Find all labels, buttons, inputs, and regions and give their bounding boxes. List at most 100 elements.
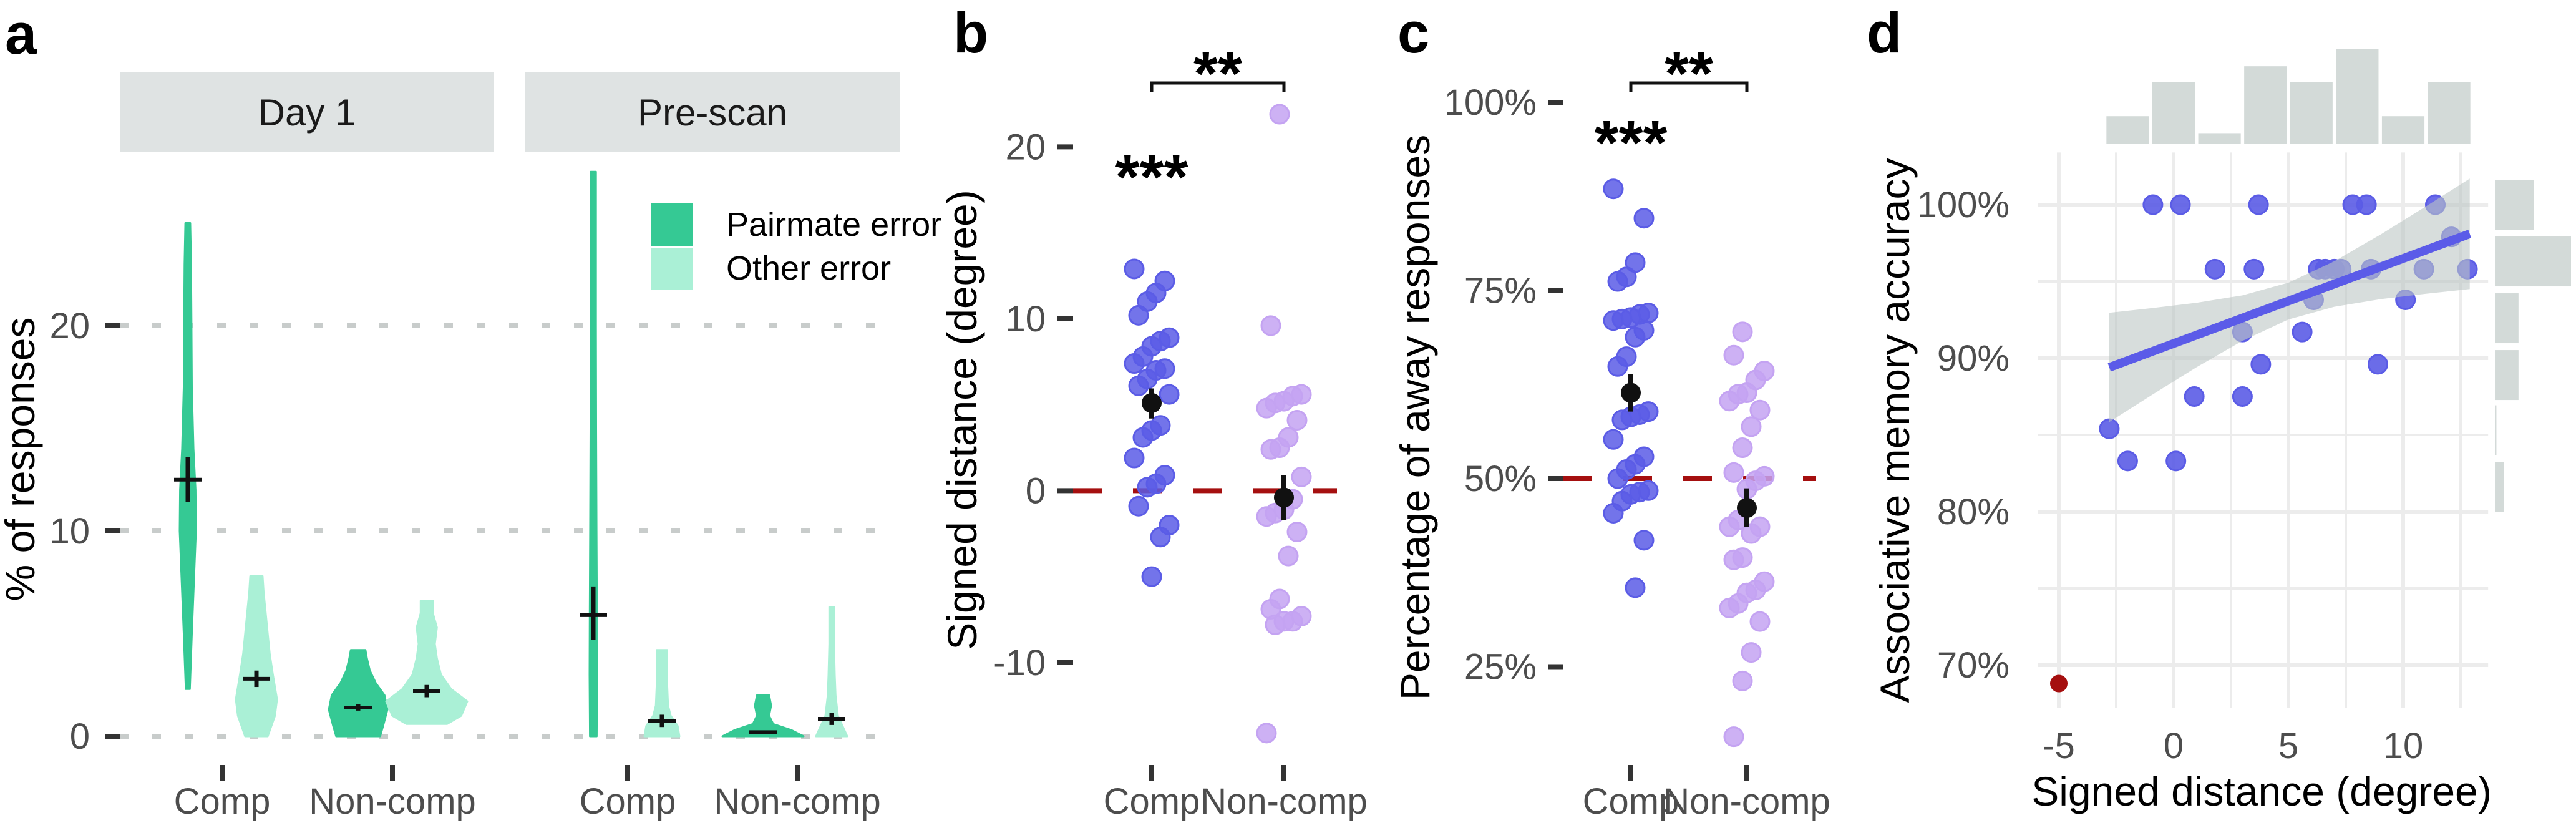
d-x-tick-label: -5 (2043, 726, 2075, 766)
d-y-tick-label: 70% (1937, 645, 2010, 686)
significance-bracket (1150, 81, 1286, 92)
a-y-tick-label: 20 (49, 306, 90, 346)
facet-label-day1: Day 1 (258, 92, 356, 134)
mean-point (1621, 382, 1641, 403)
d-x-tick-label: 10 (2383, 726, 2424, 766)
outlier-point (2050, 674, 2068, 693)
c-y-axis-title: Percentage of away responses (1392, 135, 1438, 700)
d-point (2099, 418, 2120, 439)
comp-point (1159, 384, 1180, 405)
noncomp-point (1256, 397, 1277, 419)
mean-point (1142, 392, 1162, 413)
d-point (2204, 258, 2225, 280)
noncomp-point (1723, 344, 1744, 366)
d-point (2356, 194, 2377, 215)
y-tick-label: 100% (1444, 82, 1537, 123)
a-y-tick-label: 0 (70, 716, 90, 757)
d-point (2243, 258, 2265, 280)
noncomp-point (1719, 597, 1740, 618)
y-marginal-histogram-bar (2495, 350, 2519, 401)
noncomp-point (1749, 611, 1771, 632)
noncomp-point (1723, 549, 1744, 570)
panel-d: -5 0 5 10 70% 80% 90% 100% Associative memory a… (1872, 49, 2571, 814)
significance-bracket (1629, 81, 1749, 92)
x-tick-label: Comp (1104, 781, 1200, 822)
d-y-tick-label: 100% (1917, 185, 2010, 225)
comp-point (1603, 502, 1624, 524)
panel-label-d: d (1867, 1, 1902, 65)
d-plot: -5 0 5 10 70% 80% 90% 100% (1917, 49, 2571, 766)
d-point (2368, 354, 2389, 375)
comp-point (1124, 258, 1145, 280)
comp-point (1625, 326, 1646, 348)
x-marginal-histogram-bar (2381, 116, 2425, 144)
y-marginal-histogram-bar (2495, 180, 2534, 230)
y-tick-label: -10 (993, 643, 1046, 683)
comp-point (1150, 527, 1171, 548)
noncomp-point (1741, 523, 1762, 544)
legend-label-other: Other error (726, 250, 891, 287)
comp-point (1625, 577, 1646, 598)
a-axes: 0 10 20 Comp Non-comp Comp Non-comp (49, 306, 880, 822)
x-marginal-histogram-bar (2428, 82, 2471, 144)
comp-point (1128, 375, 1149, 396)
y-tick-label: 25% (1464, 647, 1537, 688)
noncomp-point (1741, 416, 1762, 437)
noncomp-point (1286, 522, 1308, 543)
violin-other (815, 606, 848, 738)
a-x-tick-label: Non-comp (714, 781, 881, 822)
comp-point (1633, 208, 1655, 229)
d-point (2292, 321, 2313, 343)
facet-label-prescan: Pre-scan (638, 92, 787, 134)
violin-pairmate (328, 649, 389, 738)
facet-header-prescan (525, 72, 900, 152)
y-marginal-histogram-bar (2495, 462, 2504, 512)
a-x-tick-label: Non-comp (309, 781, 476, 822)
panel-b: -10 0 10 20 Comp Non-comp ***** Signed distanc… (939, 39, 1368, 822)
panel-label-c: c (1397, 1, 1429, 65)
noncomp-point (1723, 462, 1744, 483)
noncomp-point (1732, 321, 1753, 343)
violin-other (385, 600, 469, 725)
legend-swatch-pairmate (651, 203, 693, 246)
d-point (2117, 450, 2138, 472)
noncomp-point (1723, 726, 1744, 748)
comp-point (1128, 304, 1149, 326)
a-violins (174, 170, 848, 738)
x-marginal-histogram-bar (2290, 82, 2333, 144)
comp-point (1141, 566, 1162, 587)
noncomp-point (1749, 399, 1771, 421)
a-x-tick-label: Comp (580, 781, 676, 822)
comp-point (1132, 427, 1154, 448)
comp-point (1607, 271, 1628, 292)
x-tick-label: Comp (1583, 781, 1679, 822)
noncomp-point (1269, 104, 1290, 125)
comp-point (1603, 429, 1624, 450)
violin-other (643, 649, 681, 738)
y-tick-label: 10 (1005, 299, 1046, 339)
noncomp-point (1719, 391, 1740, 412)
x-marginal-histogram-bar (2152, 82, 2195, 144)
d-point (2232, 386, 2253, 407)
comp-point (1137, 477, 1158, 498)
regression-line (2107, 230, 2472, 372)
b-plot: -10 0 10 20 Comp Non-comp ***** (993, 39, 1368, 822)
a-x-tick-label: Comp (174, 781, 271, 822)
a-y-tick-label: 10 (49, 511, 90, 552)
x-tick-label: Non-comp (1663, 781, 1830, 822)
comp-point (1607, 468, 1628, 489)
panel-a: Day 1 Pre-scan 0 10 20 Comp Non-comp Comp Non-… (0, 72, 941, 822)
comp-point (1124, 353, 1145, 374)
noncomp-point (1741, 642, 1762, 663)
violin-pairmate (178, 222, 197, 690)
d-point (2165, 450, 2187, 472)
noncomp-point (1260, 315, 1281, 336)
violin-other (235, 575, 278, 738)
panel-label-b: b (953, 1, 988, 65)
y-marginal-histogram-bar (2495, 293, 2519, 344)
x-marginal-histogram-bar (2244, 66, 2287, 144)
d-x-axis-title: Signed distance (degree) (2031, 768, 2491, 814)
noncomp-point (1719, 516, 1740, 537)
